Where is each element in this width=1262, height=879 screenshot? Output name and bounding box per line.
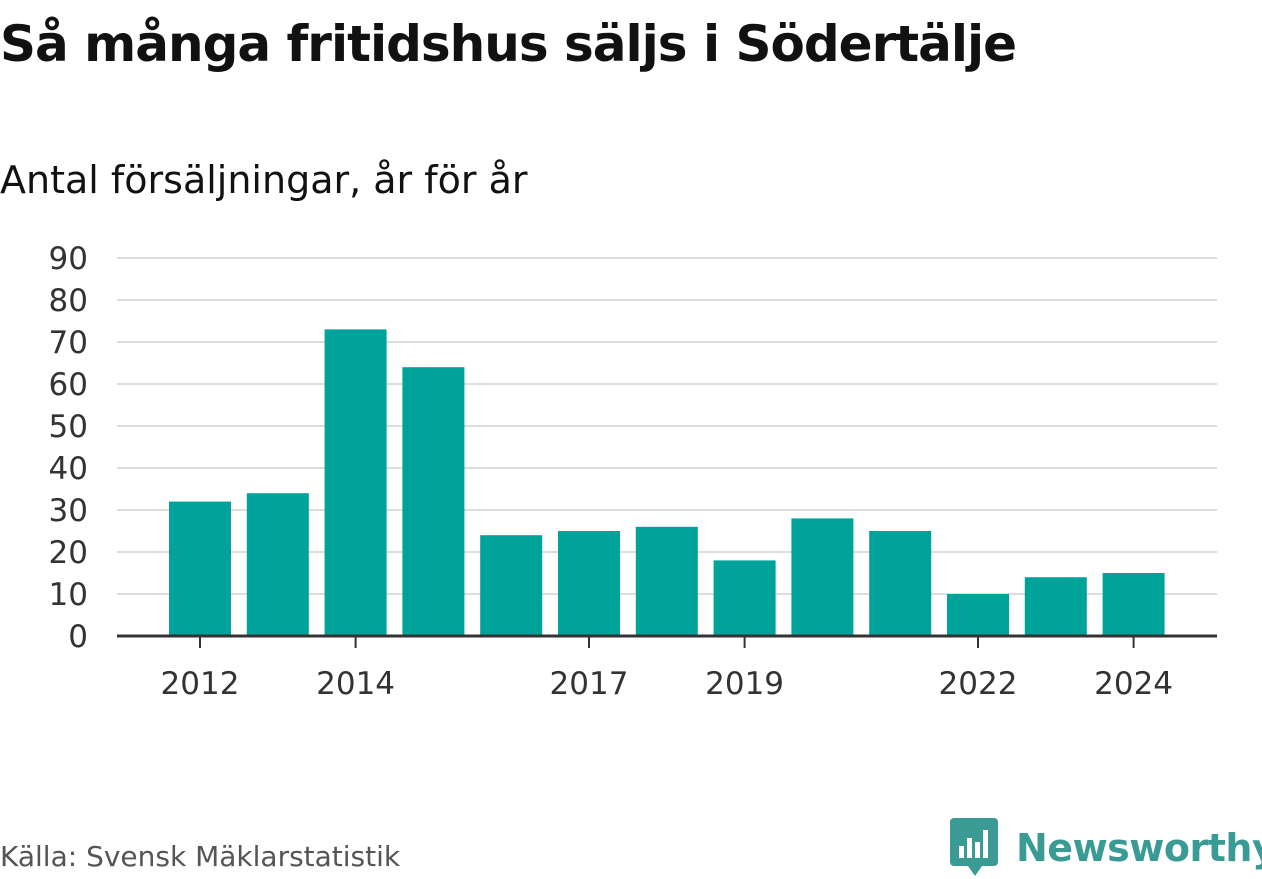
bars [169,329,1165,636]
bar-2014 [324,329,387,636]
bar-2021 [869,531,932,636]
y-tick-label: 60 [49,367,88,403]
chart-title: Så många fritidshus säljs i Södertälje [0,15,1017,73]
bar-2020 [791,518,854,636]
x-tick-label: 2014 [316,666,395,702]
y-tick-label: 40 [49,451,88,487]
bar-chart: 0 10 20 30 40 50 60 70 80 90 2012 2014 2017 2019 2022… [49,241,1217,702]
x-tick-label: 2019 [705,666,784,702]
bar-2016 [480,535,543,636]
newsworthy-logo: Newsworthy [950,818,1262,878]
bar-2017 [558,531,620,636]
y-tick-label: 0 [68,619,88,655]
y-tick-label: 50 [49,409,88,445]
y-tick-label: 70 [49,325,88,361]
gridlines [117,257,1217,595]
bar-2018 [635,526,698,636]
y-tick-label: 80 [49,283,88,319]
x-tick-label: 2017 [550,666,629,702]
chart-subtitle: Antal försäljningar, år för år [0,158,528,202]
y-tick-label: 20 [49,535,88,571]
bar-2012 [169,501,231,636]
bar-2024 [1102,573,1165,636]
x-tick-label: 2024 [1094,666,1173,702]
bar-2013 [246,493,309,636]
x-axis-ticks: 2012 2014 2017 2019 2022 2024 [161,636,1173,702]
newsworthy-logo-text: Newsworthy [1016,826,1262,870]
x-tick-label: 2012 [161,666,240,702]
bar-2023 [1024,577,1087,636]
bar-2015 [402,367,465,636]
bar-2019 [713,560,776,636]
y-tick-label: 90 [49,241,88,277]
y-tick-label: 30 [49,493,88,529]
y-tick-label: 10 [49,577,88,613]
bar-2022 [947,594,1009,636]
x-tick-label: 2022 [939,666,1018,702]
source-note: Källa: Svensk Mäklarstatistik [0,840,401,873]
y-axis-ticks: 0 10 20 30 40 50 60 70 80 90 [49,241,88,655]
newsworthy-logo-icon [950,818,998,876]
